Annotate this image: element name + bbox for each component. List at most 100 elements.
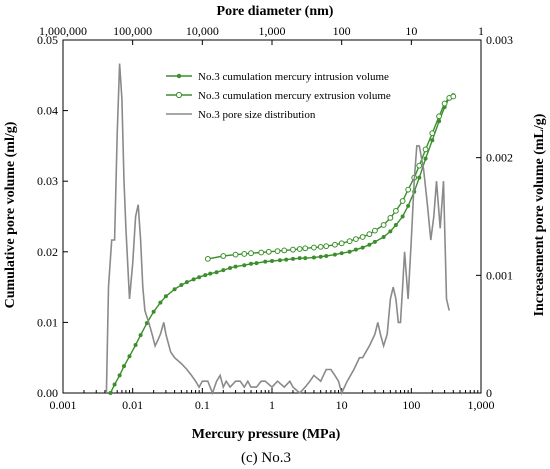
top-axis-title: Pore diameter (nm) (217, 4, 334, 19)
intrusion-point (381, 234, 386, 239)
legend-marker (175, 91, 183, 99)
y-tick-label: 0.00 (37, 386, 58, 400)
intrusion-point (423, 156, 428, 161)
extrusion-point (346, 238, 353, 245)
legend: No.3 cumulation mercury intrusion volume… (166, 71, 391, 121)
intrusion-point (163, 294, 168, 299)
extrusion-point (332, 241, 338, 248)
y-tick-label: 0.02 (37, 245, 58, 259)
y2-tick-label: 0 (486, 386, 492, 400)
intrusion-point (172, 287, 177, 292)
extrusion-point (323, 243, 330, 250)
y2-axis-title: Increasement pore volume (mL/g) (532, 113, 547, 316)
intrusion-point (151, 309, 156, 314)
x2-tick-label: 1,000 (259, 24, 286, 38)
intrusion-point (203, 273, 208, 278)
extrusion-point (436, 113, 442, 120)
y2-tick-label: 0.001 (486, 268, 513, 282)
extrusion-point (241, 251, 248, 257)
extrusion-point (290, 246, 296, 253)
extrusion-point (274, 248, 281, 254)
intrusion-point (254, 261, 259, 266)
x2-tick-label: 10,000 (186, 24, 219, 38)
intrusion-point (127, 354, 132, 359)
extrusion-point (366, 231, 373, 238)
intrusion-point (324, 254, 329, 259)
extrusion-point (302, 245, 309, 252)
x2-tick-label: 10 (405, 24, 417, 38)
intrusion-point (297, 256, 302, 261)
intrusion-point (372, 239, 377, 244)
extrusion-point (422, 146, 429, 153)
extrusion-point (352, 236, 359, 242)
extrusion-point (359, 234, 366, 240)
intrusion-point (318, 254, 323, 259)
legend-label: No.3 pore size distribution (198, 109, 316, 121)
x-tick-label: 1,000 (468, 398, 495, 412)
extrusion-point (392, 207, 399, 214)
x2-tick-label: 100 (333, 24, 351, 38)
y2-tick-label: 0.002 (486, 151, 513, 165)
extrusion-point (338, 240, 345, 247)
intrusion-point (121, 364, 126, 369)
intrusion-point (208, 271, 213, 276)
intrusion-point (360, 245, 365, 250)
intrusion-point (339, 251, 344, 256)
intrusion-point (393, 222, 398, 227)
extrusion-point (204, 255, 211, 262)
intrusion-point (388, 229, 393, 234)
intrusion-point (406, 203, 411, 208)
x-tick-label: 100 (402, 398, 420, 412)
intrusion-point (242, 263, 247, 268)
intrusion-point (430, 138, 435, 143)
intrusion-point (221, 268, 226, 273)
series-layer (105, 63, 457, 396)
x-axis-title: Mercury pressure (MPa) (192, 427, 341, 442)
intrusion-point (133, 342, 138, 347)
intrusion-point (117, 373, 122, 378)
extrusion-point (317, 243, 324, 250)
x2-tick-label: 100,000 (113, 24, 152, 38)
intrusion-point (347, 249, 352, 254)
x2-tick-label: 1,000,000 (39, 24, 87, 38)
series-line-1 (109, 94, 454, 394)
intrusion-point (249, 261, 254, 266)
intrusion-point (311, 255, 316, 260)
intrusion-point (184, 280, 189, 285)
intrusion-point (270, 258, 274, 263)
x-tick-label: 0.001 (50, 398, 77, 412)
extrusion-point (311, 244, 317, 251)
intrusion-point (179, 282, 184, 287)
extrusion-point (399, 198, 406, 204)
extrusion-point (405, 186, 412, 193)
intrusion-point (332, 252, 337, 257)
intrusion-point (290, 256, 295, 261)
y-tick-label: 0.03 (37, 174, 58, 188)
extrusion-point (258, 249, 265, 256)
extrusion-point (441, 100, 448, 107)
intrusion-point (197, 275, 202, 280)
intrusion-point (367, 242, 372, 247)
extrusion-point (265, 248, 272, 255)
intrusion-point (138, 333, 143, 338)
y2-tick-label: 0.003 (486, 33, 513, 47)
extrusion-point (429, 130, 436, 137)
intrusion-point (228, 266, 233, 271)
legend-label: No.3 cumulation mercury intrusion volume (198, 71, 389, 83)
intrusion-point (233, 264, 238, 269)
extrusion-point (281, 247, 288, 254)
intrusion-point (112, 382, 117, 387)
x-tick-label: 0.1 (195, 398, 210, 412)
legend-label: No.3 cumulation mercury extrusion volume (198, 90, 391, 102)
series-line-3 (105, 63, 450, 396)
extrusion-point (416, 162, 423, 169)
y-axis-title: Cumulative pore volume (ml/g) (3, 121, 18, 308)
extrusion-point (380, 222, 387, 228)
extrusion-point (372, 227, 378, 234)
legend-marker (176, 73, 182, 79)
x-tick-label: 1 (269, 398, 275, 412)
extrusion-point (296, 246, 303, 252)
intrusion-point (191, 277, 196, 282)
